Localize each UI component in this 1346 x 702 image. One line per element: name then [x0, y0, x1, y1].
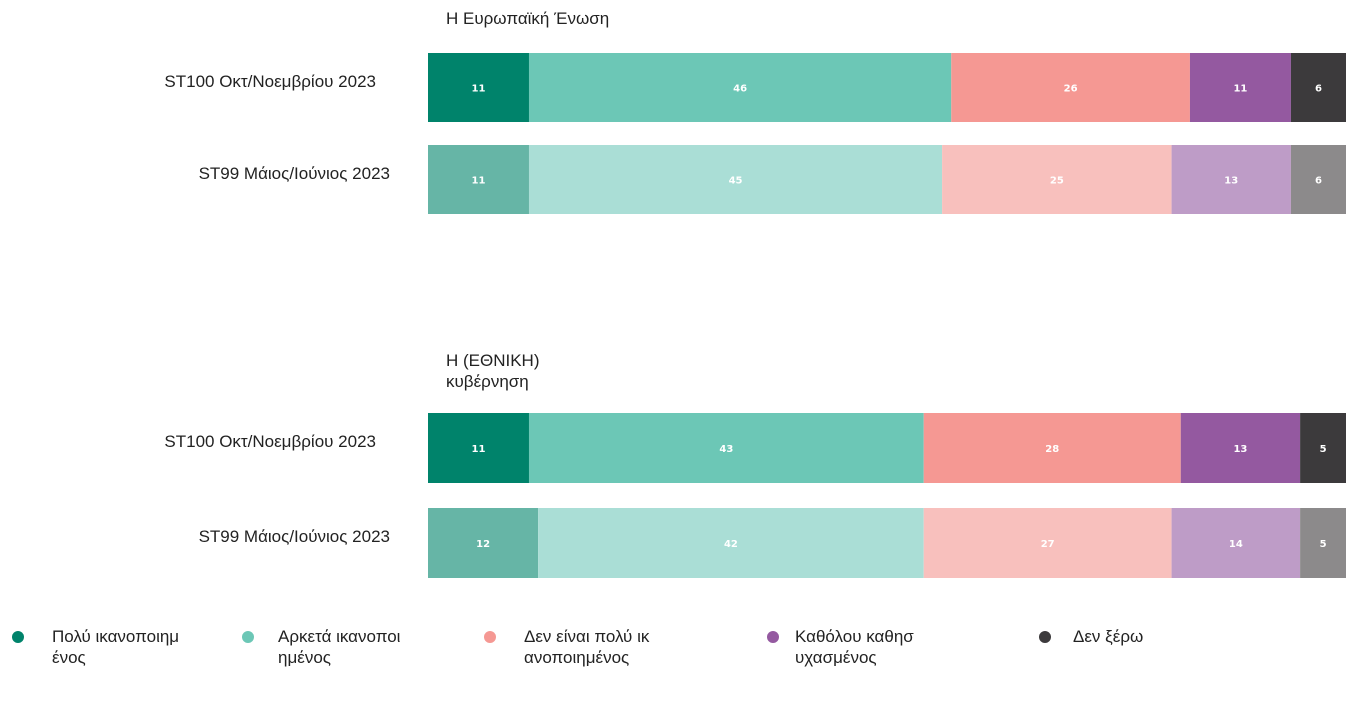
bar-segment	[1290, 145, 1346, 214]
bar-segment	[1171, 508, 1301, 578]
legend-label: Πολύ ικανοποιημένος	[52, 627, 180, 667]
bar-segment	[538, 508, 924, 578]
bar-segment	[428, 145, 529, 214]
value-label: 11	[1233, 84, 1247, 95]
value-label: 11	[472, 84, 486, 95]
legend-label: Δεν ξέρω	[1073, 627, 1144, 646]
value-label: 13	[1224, 176, 1238, 187]
category-label: ST100 Οκτ/Νοεμβρίου 2023	[164, 432, 376, 451]
category-label: ST99 Μάιος/Ιούνιος 2023	[198, 164, 390, 183]
value-label: 12	[476, 539, 490, 550]
value-label: 14	[1229, 539, 1243, 550]
category-label: ST99 Μάιος/Ιούνιος 2023	[198, 527, 390, 546]
legend-marker	[484, 631, 496, 643]
bar-segment	[923, 508, 1172, 578]
bar-segment	[1171, 145, 1291, 214]
legend-marker	[1039, 631, 1051, 643]
legend-label: Καθόλου καθησυχασμένος	[795, 627, 914, 667]
bar-segment	[428, 413, 529, 483]
legend-marker	[767, 631, 779, 643]
value-label: 45	[729, 176, 743, 187]
bar-segment	[428, 53, 529, 122]
bar-segment	[951, 53, 1190, 122]
legend-marker	[242, 631, 254, 643]
bar-segment	[1180, 413, 1301, 483]
value-label: 42	[724, 539, 738, 550]
value-label: 11	[472, 444, 486, 455]
bar-segment	[942, 145, 1172, 214]
value-label: 6	[1315, 176, 1322, 187]
category-label: ST100 Οκτ/Νοεμβρίου 2023	[164, 72, 376, 91]
bar-segment	[528, 413, 924, 483]
value-label: 11	[472, 176, 486, 187]
value-label: 5	[1320, 444, 1327, 455]
bar-segment	[1300, 508, 1346, 578]
bar-segment	[528, 145, 943, 214]
chart-title: Η (ΕΘΝΙΚΗ) κυβέρνηση	[446, 351, 540, 391]
value-label: 26	[1064, 84, 1078, 95]
bar-segment	[1300, 413, 1346, 483]
legend-marker	[12, 631, 24, 643]
value-label: 5	[1320, 539, 1327, 550]
value-label: 28	[1045, 444, 1059, 455]
value-label: 27	[1041, 539, 1055, 550]
legend-label: Αρκετά ικανοποιημένος	[278, 627, 401, 667]
bar-segment	[1189, 53, 1291, 122]
legend-label: Δεν είναι πολύ ικανοποιημένος	[524, 627, 650, 667]
bar-segment	[923, 413, 1181, 483]
value-label: 13	[1233, 444, 1247, 455]
bar-segment	[428, 508, 539, 578]
bar-segment	[1290, 53, 1346, 122]
value-label: 6	[1315, 84, 1322, 95]
value-label: 43	[719, 444, 733, 455]
chart-title: Η Ευρωπαϊκή Ένωση	[446, 9, 610, 28]
value-label: 25	[1050, 176, 1064, 187]
bar-segment	[528, 53, 952, 122]
value-label: 46	[733, 84, 747, 95]
